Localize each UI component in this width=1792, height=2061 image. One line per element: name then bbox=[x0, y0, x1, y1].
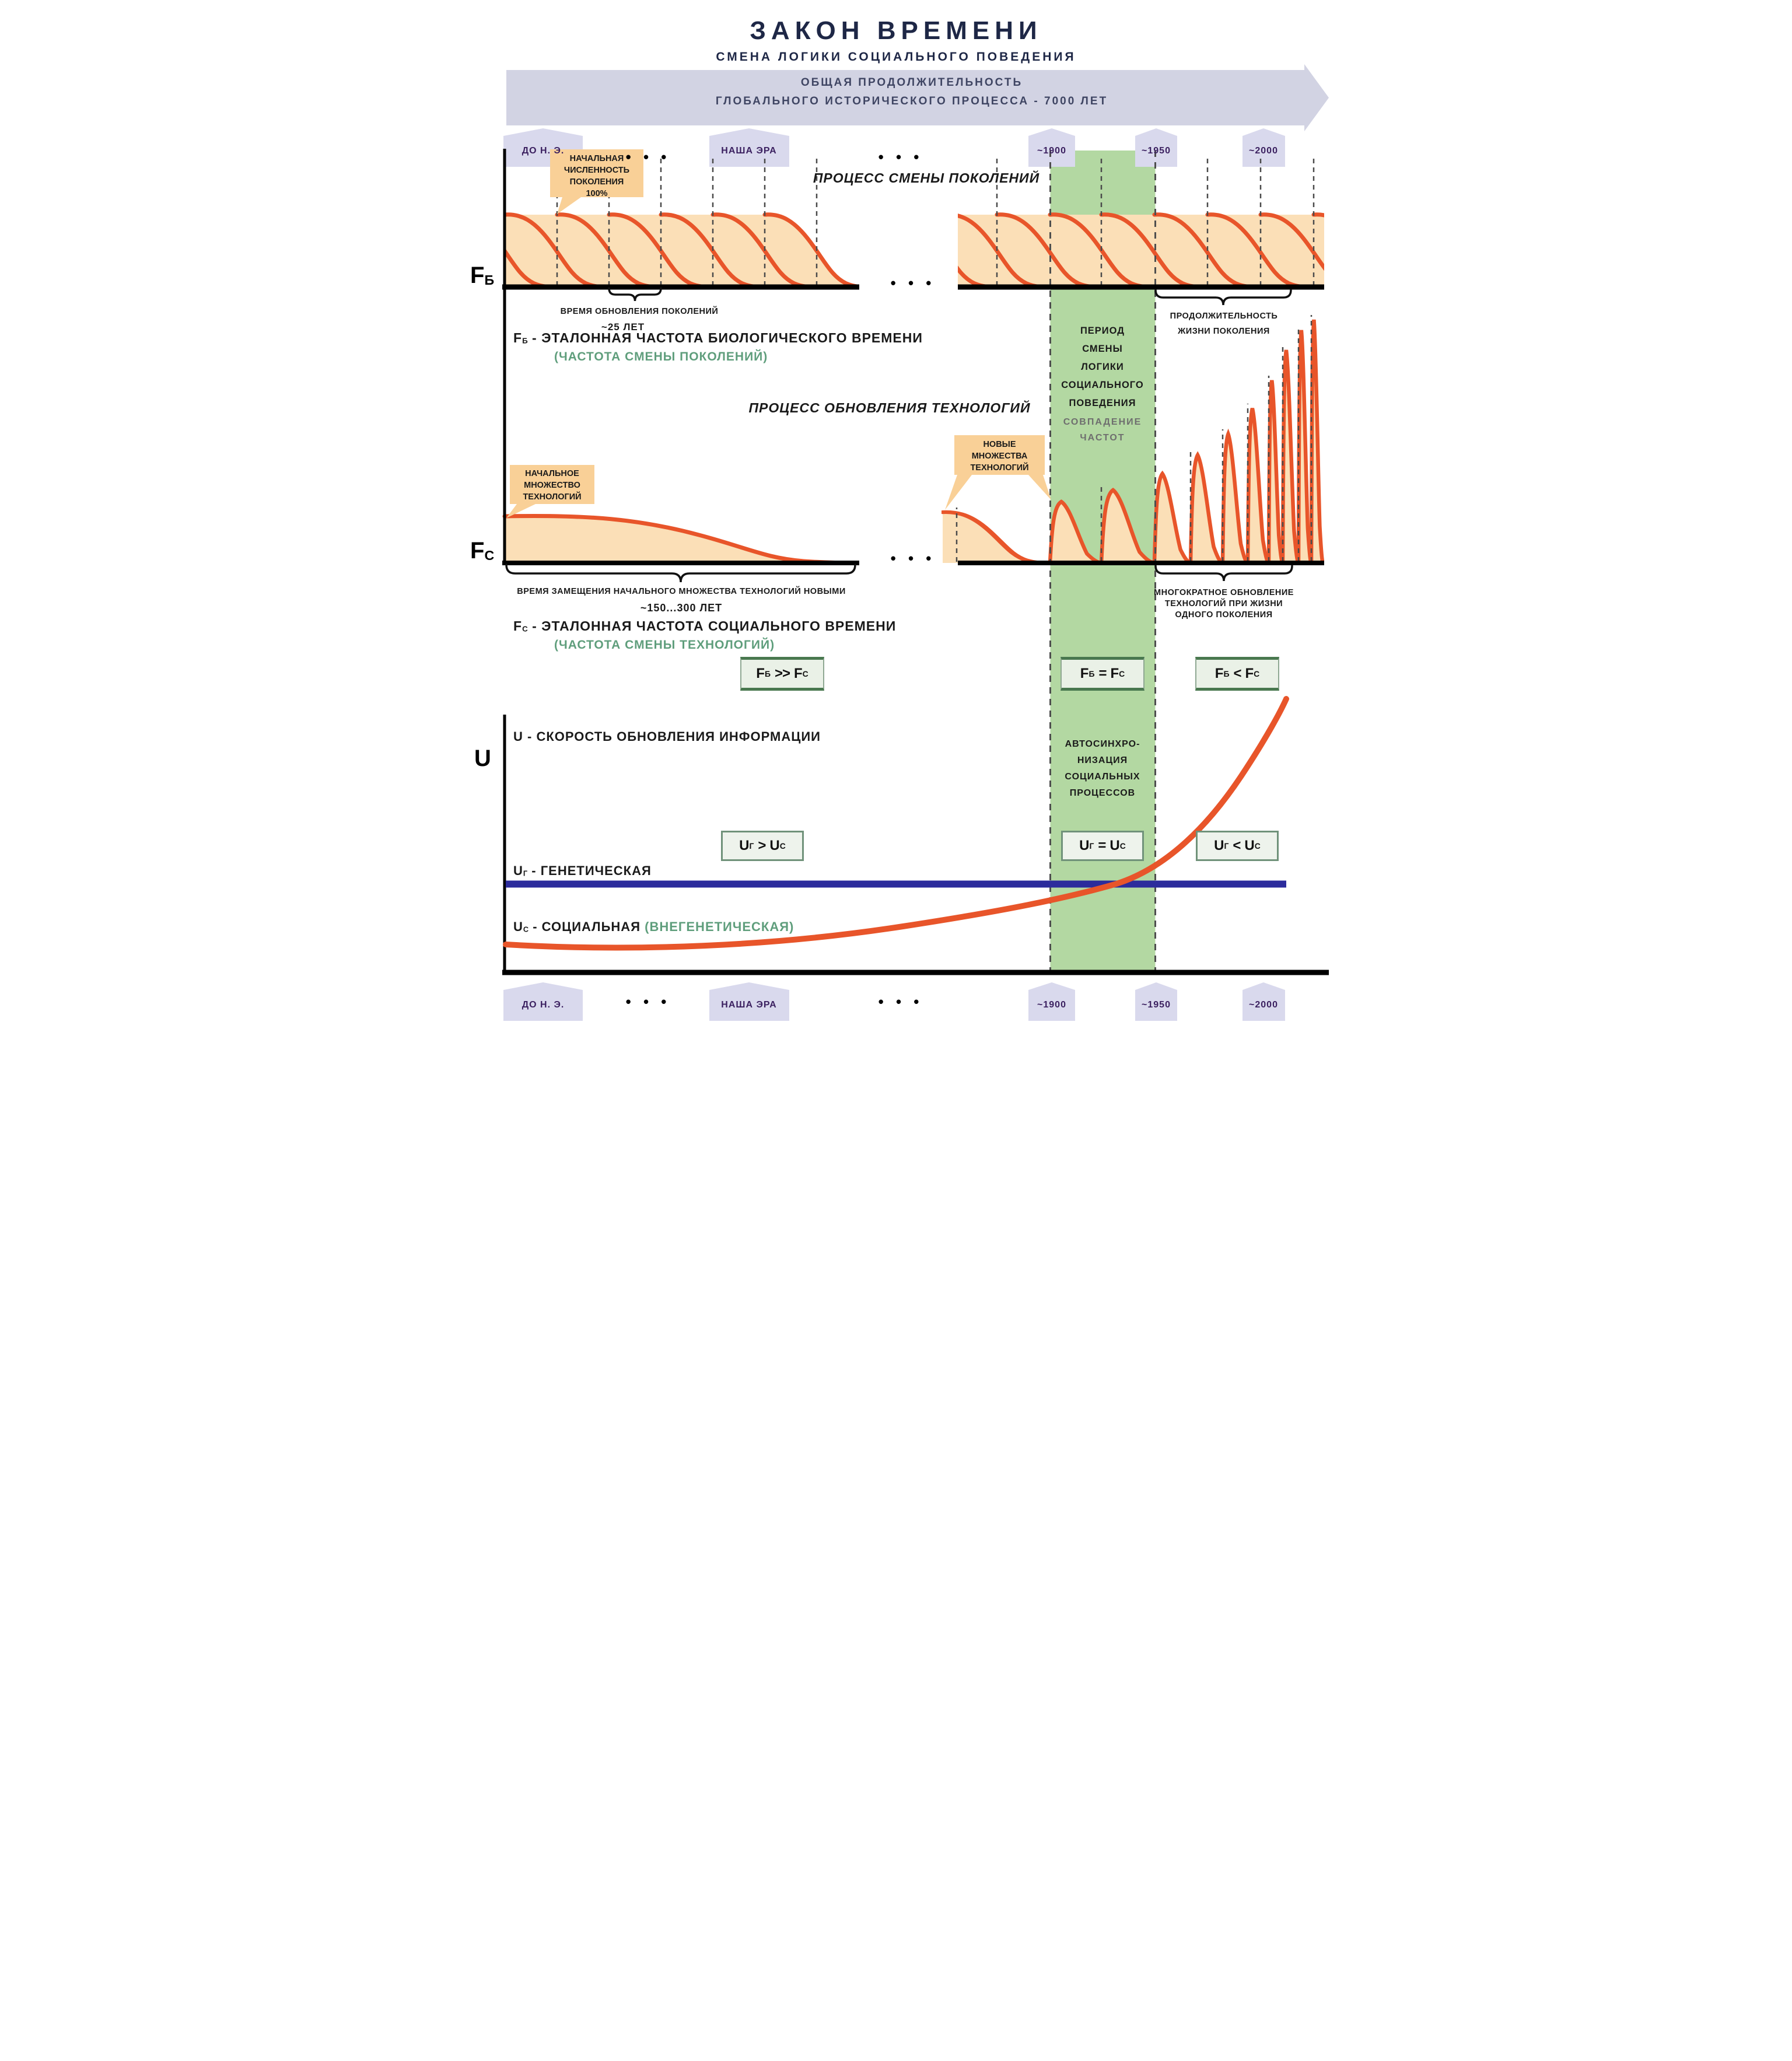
tag-era-bottom: НАША ЭРА bbox=[721, 1000, 777, 1010]
callout-initial-population bbox=[550, 149, 643, 214]
u-genetic-label: UГ - ГЕНЕТИЧЕСКАЯ bbox=[513, 863, 652, 878]
tech-chart-title: ПРОЦЕСС ОБНОВЛЕНИЯ ТЕХНОЛОГИЙ bbox=[748, 400, 1031, 415]
tag-1950-top: ~1950 bbox=[1142, 146, 1171, 156]
axis-label-u: U bbox=[474, 746, 491, 771]
lifespan-line2: ЖИЗНИ ПОКОЛЕНИЯ bbox=[1178, 327, 1270, 336]
chart-gap-dots: • • • bbox=[890, 550, 936, 567]
freq-bio-note: (ЧАСТОТА СМЕНЫ ПОКОЛЕНИЙ) bbox=[554, 350, 768, 363]
u-definition: U - СКОРОСТЬ ОБНОВЛЕНИЯ ИНФОРМАЦИИ bbox=[513, 729, 821, 744]
tech-replace-label: ВРЕМЯ ЗАМЕЩЕНИЯ НАЧАЛЬНОГО МНОЖЕСТВА ТЕХ… bbox=[517, 587, 846, 596]
callout-initial-tech-text: НАЧАЛЬНОЕ МНОЖЕСТВО ТЕХНОЛОГИЙ bbox=[523, 469, 582, 502]
tag-1900-bottom: ~1900 bbox=[1037, 1000, 1066, 1010]
fbox-equal: F Б = F С bbox=[1060, 657, 1144, 691]
fbox-less: F Б < F С bbox=[1195, 657, 1279, 691]
timeline-dots: • • • bbox=[625, 148, 671, 166]
banner-line1: ОБЩАЯ ПРОДОЛЖИТЕЛЬНОСТЬ bbox=[800, 76, 1023, 89]
axis-label-fc: FС bbox=[470, 538, 495, 564]
timeline-dots: • • • bbox=[625, 993, 671, 1010]
brace-tech-replacement bbox=[505, 564, 856, 583]
band-coincidence-text: СОВПАДЕНИЕ ЧАСТОТ bbox=[1063, 417, 1142, 443]
tech-replace-value: ~150...300 ЛЕТ bbox=[640, 602, 723, 614]
band-autosync-text: АВТОСИНХРО- НИЗАЦИЯ СОЦИАЛЬНЫХ ПРОЦЕССОВ bbox=[1065, 739, 1140, 798]
chart-gap-dots: • • • bbox=[890, 274, 936, 292]
freq-soc-note: (ЧАСТОТА СМЕНЫ ТЕХНОЛОГИЙ) bbox=[554, 638, 775, 652]
tag-2000-icon bbox=[1242, 128, 1285, 167]
tag-1950-icon bbox=[1135, 128, 1177, 167]
generation-chart-left bbox=[505, 214, 859, 287]
freq-bio-heading: FБ - ЭТАЛОННАЯ ЧАСТОТА БИОЛОГИЧЕСКОГО ВР… bbox=[513, 330, 923, 345]
timeline-tags-bottom bbox=[503, 982, 1285, 1021]
callout-initial-tech bbox=[506, 465, 594, 518]
lifespan-line1: ПРОДОЛЖИТЕЛЬНОСТЬ bbox=[1170, 312, 1278, 321]
law-of-time-diagram: ЗАКОН ВРЕМЕНИ СМЕНА ЛОГИКИ СОЦИАЛЬНОГО П… bbox=[448, 0, 1344, 1031]
page-subtitle: СМЕНА ЛОГИКИ СОЦИАЛЬНОГО ПОВЕДЕНИЯ bbox=[716, 50, 1076, 64]
ubox-less: U Г < U С bbox=[1196, 831, 1279, 861]
generation-renewal-value: ~25 ЛЕТ bbox=[601, 321, 645, 333]
tag-era-icon bbox=[709, 128, 789, 167]
tech-gridlines bbox=[956, 315, 1312, 562]
timeline-dots: • • • bbox=[878, 993, 923, 1010]
braces bbox=[505, 287, 1293, 583]
tech-multi-line1: МНОГОКРАТНОЕ ОБНОВЛЕНИЕ bbox=[1154, 588, 1294, 597]
ubox-equal: U Г = U С bbox=[1061, 831, 1144, 861]
history-duration-arrow bbox=[506, 64, 1329, 131]
brace-tech-multi bbox=[1154, 565, 1293, 582]
diagram-canvas bbox=[502, 64, 1329, 1021]
axes bbox=[502, 149, 1329, 975]
callouts bbox=[506, 149, 1051, 518]
tag-bce-bottom: ДО Н. Э. bbox=[522, 1000, 565, 1010]
generation-chart-title: ПРОЦЕСС СМЕНЫ ПОКОЛЕНИЙ bbox=[813, 170, 1040, 186]
brace-generation-lifespan bbox=[1154, 289, 1292, 306]
callout-new-tech-text: НОВЫЕ МНОЖЕСТВА ТЕХНОЛОГИЙ bbox=[970, 440, 1029, 473]
tech-multi-line3: ОДНОГО ПОКОЛЕНИЯ bbox=[1175, 610, 1273, 620]
tech-spikes bbox=[942, 319, 1324, 565]
freq-soc-heading: FС - ЭТАЛОННАЯ ЧАСТОТА СОЦИАЛЬНОГО ВРЕМЕ… bbox=[513, 618, 897, 634]
tech-multi-line2: ТЕХНОЛОГИЙ ПРИ ЖИЗНИ bbox=[1164, 599, 1283, 608]
axis-label-fb: FБ bbox=[470, 263, 495, 288]
tag-1900-icon bbox=[1028, 128, 1075, 167]
fbox-much-greater: F Б >> F С bbox=[740, 657, 824, 691]
tech-initial-curve bbox=[502, 513, 859, 565]
brace-generation-interval bbox=[608, 287, 662, 302]
timeline-dots: • • • bbox=[878, 148, 923, 166]
tag-1900-top: ~1900 bbox=[1037, 146, 1066, 156]
tag-1950-bottom: ~1950 bbox=[1142, 1000, 1171, 1010]
callout-new-tech bbox=[945, 435, 1051, 510]
u-social-label: UС - СОЦИАЛЬНАЯ (ВНЕГЕНЕТИЧЕСКАЯ) bbox=[513, 919, 794, 934]
tag-bce-top: ДО Н. Э. bbox=[522, 146, 565, 156]
tag-2000-bottom: ~2000 bbox=[1249, 1000, 1278, 1010]
social-speed-curve bbox=[503, 696, 1289, 951]
band-period-text: ПЕРИОД СМЕНЫ ЛОГИКИ СОЦИАЛЬНОГО ПОВЕДЕНИЯ bbox=[1061, 326, 1144, 408]
callout-initial-population-text: НАЧАЛЬНАЯ ЧИСЛЕННОСТЬ ПОКОЛЕНИЯ 100% bbox=[564, 154, 630, 198]
banner-line2: ГЛОБАЛЬНОГО ИСТОРИЧЕСКОГО ПРОЦЕССА - 700… bbox=[715, 95, 1108, 107]
ubox-greater: U Г > U С bbox=[721, 831, 804, 861]
generation-renewal-label: ВРЕМЯ ОБНОВЛЕНИЯ ПОКОЛЕНИЙ bbox=[560, 307, 719, 316]
tag-2000-top: ~2000 bbox=[1249, 146, 1278, 156]
page-title: ЗАКОН ВРЕМЕНИ bbox=[750, 16, 1042, 45]
tag-era-top: НАША ЭРА bbox=[721, 146, 777, 156]
